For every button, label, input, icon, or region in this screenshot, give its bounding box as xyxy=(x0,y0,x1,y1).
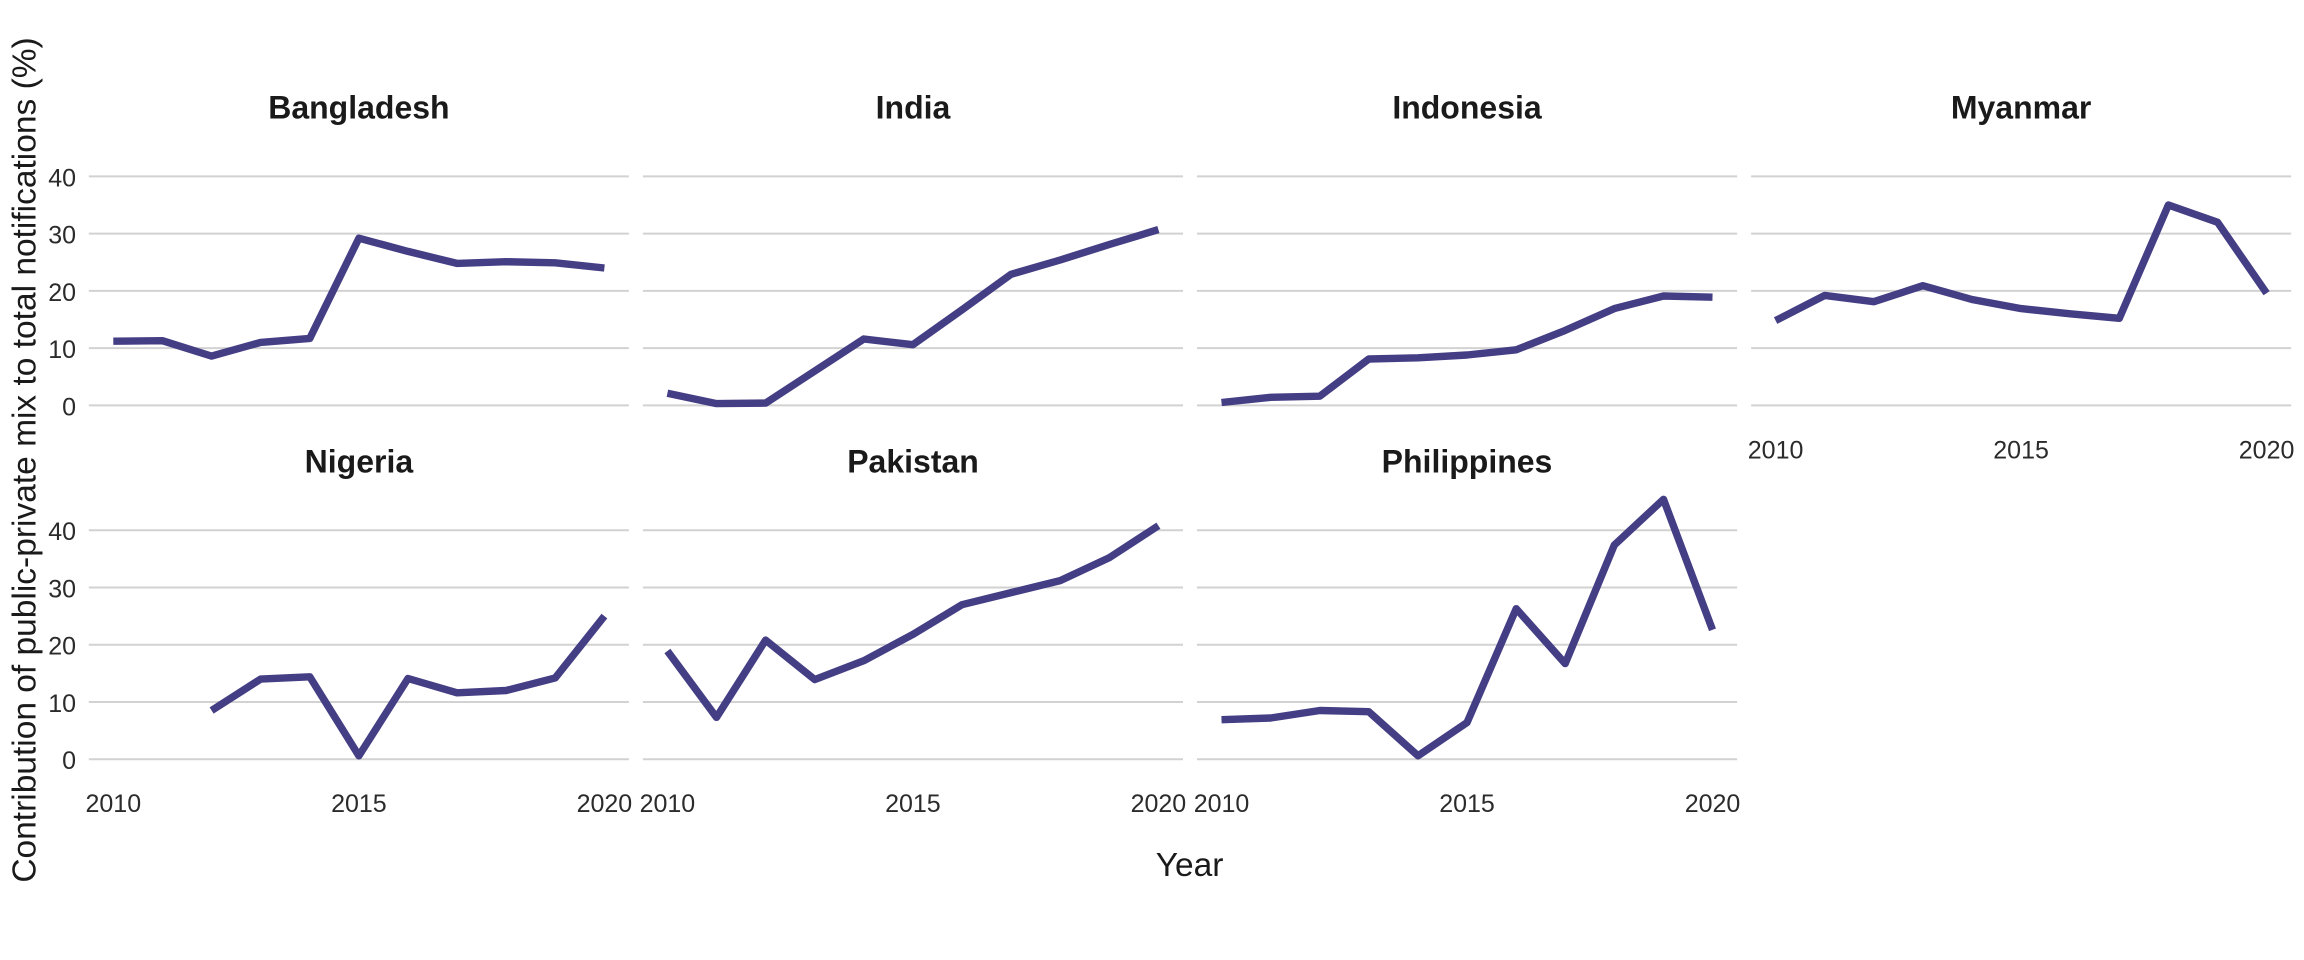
svg-text:20: 20 xyxy=(48,633,76,661)
svg-text:30: 30 xyxy=(48,576,76,604)
svg-text:India: India xyxy=(876,90,951,126)
svg-text:Pakistan: Pakistan xyxy=(847,443,979,479)
svg-text:40: 40 xyxy=(48,164,76,192)
svg-text:2010: 2010 xyxy=(1748,436,1804,464)
svg-text:0: 0 xyxy=(62,747,76,775)
svg-text:2010: 2010 xyxy=(85,790,141,818)
svg-text:10: 10 xyxy=(48,336,76,364)
svg-text:2020: 2020 xyxy=(2239,436,2295,464)
svg-text:40: 40 xyxy=(48,518,76,546)
svg-text:2010: 2010 xyxy=(1194,790,1250,818)
svg-text:Philippines: Philippines xyxy=(1382,443,1553,479)
svg-text:2020: 2020 xyxy=(1131,790,1187,818)
svg-text:30: 30 xyxy=(48,222,76,250)
svg-text:Year: Year xyxy=(1156,847,1224,884)
svg-text:Myanmar: Myanmar xyxy=(1951,90,2092,126)
svg-text:Contribution of public-private: Contribution of public-private mix to to… xyxy=(7,37,44,882)
svg-text:2020: 2020 xyxy=(1685,790,1741,818)
svg-text:0: 0 xyxy=(62,393,76,421)
svg-text:2015: 2015 xyxy=(1439,790,1495,818)
svg-text:10: 10 xyxy=(48,690,76,718)
svg-text:2015: 2015 xyxy=(1993,436,2049,464)
svg-text:2015: 2015 xyxy=(885,790,941,818)
svg-text:2020: 2020 xyxy=(577,790,633,818)
svg-text:Indonesia: Indonesia xyxy=(1392,90,1542,126)
svg-text:Bangladesh: Bangladesh xyxy=(268,90,449,126)
svg-text:20: 20 xyxy=(48,279,76,307)
svg-text:2010: 2010 xyxy=(640,790,696,818)
svg-text:Nigeria: Nigeria xyxy=(305,443,414,479)
svg-text:2015: 2015 xyxy=(331,790,387,818)
